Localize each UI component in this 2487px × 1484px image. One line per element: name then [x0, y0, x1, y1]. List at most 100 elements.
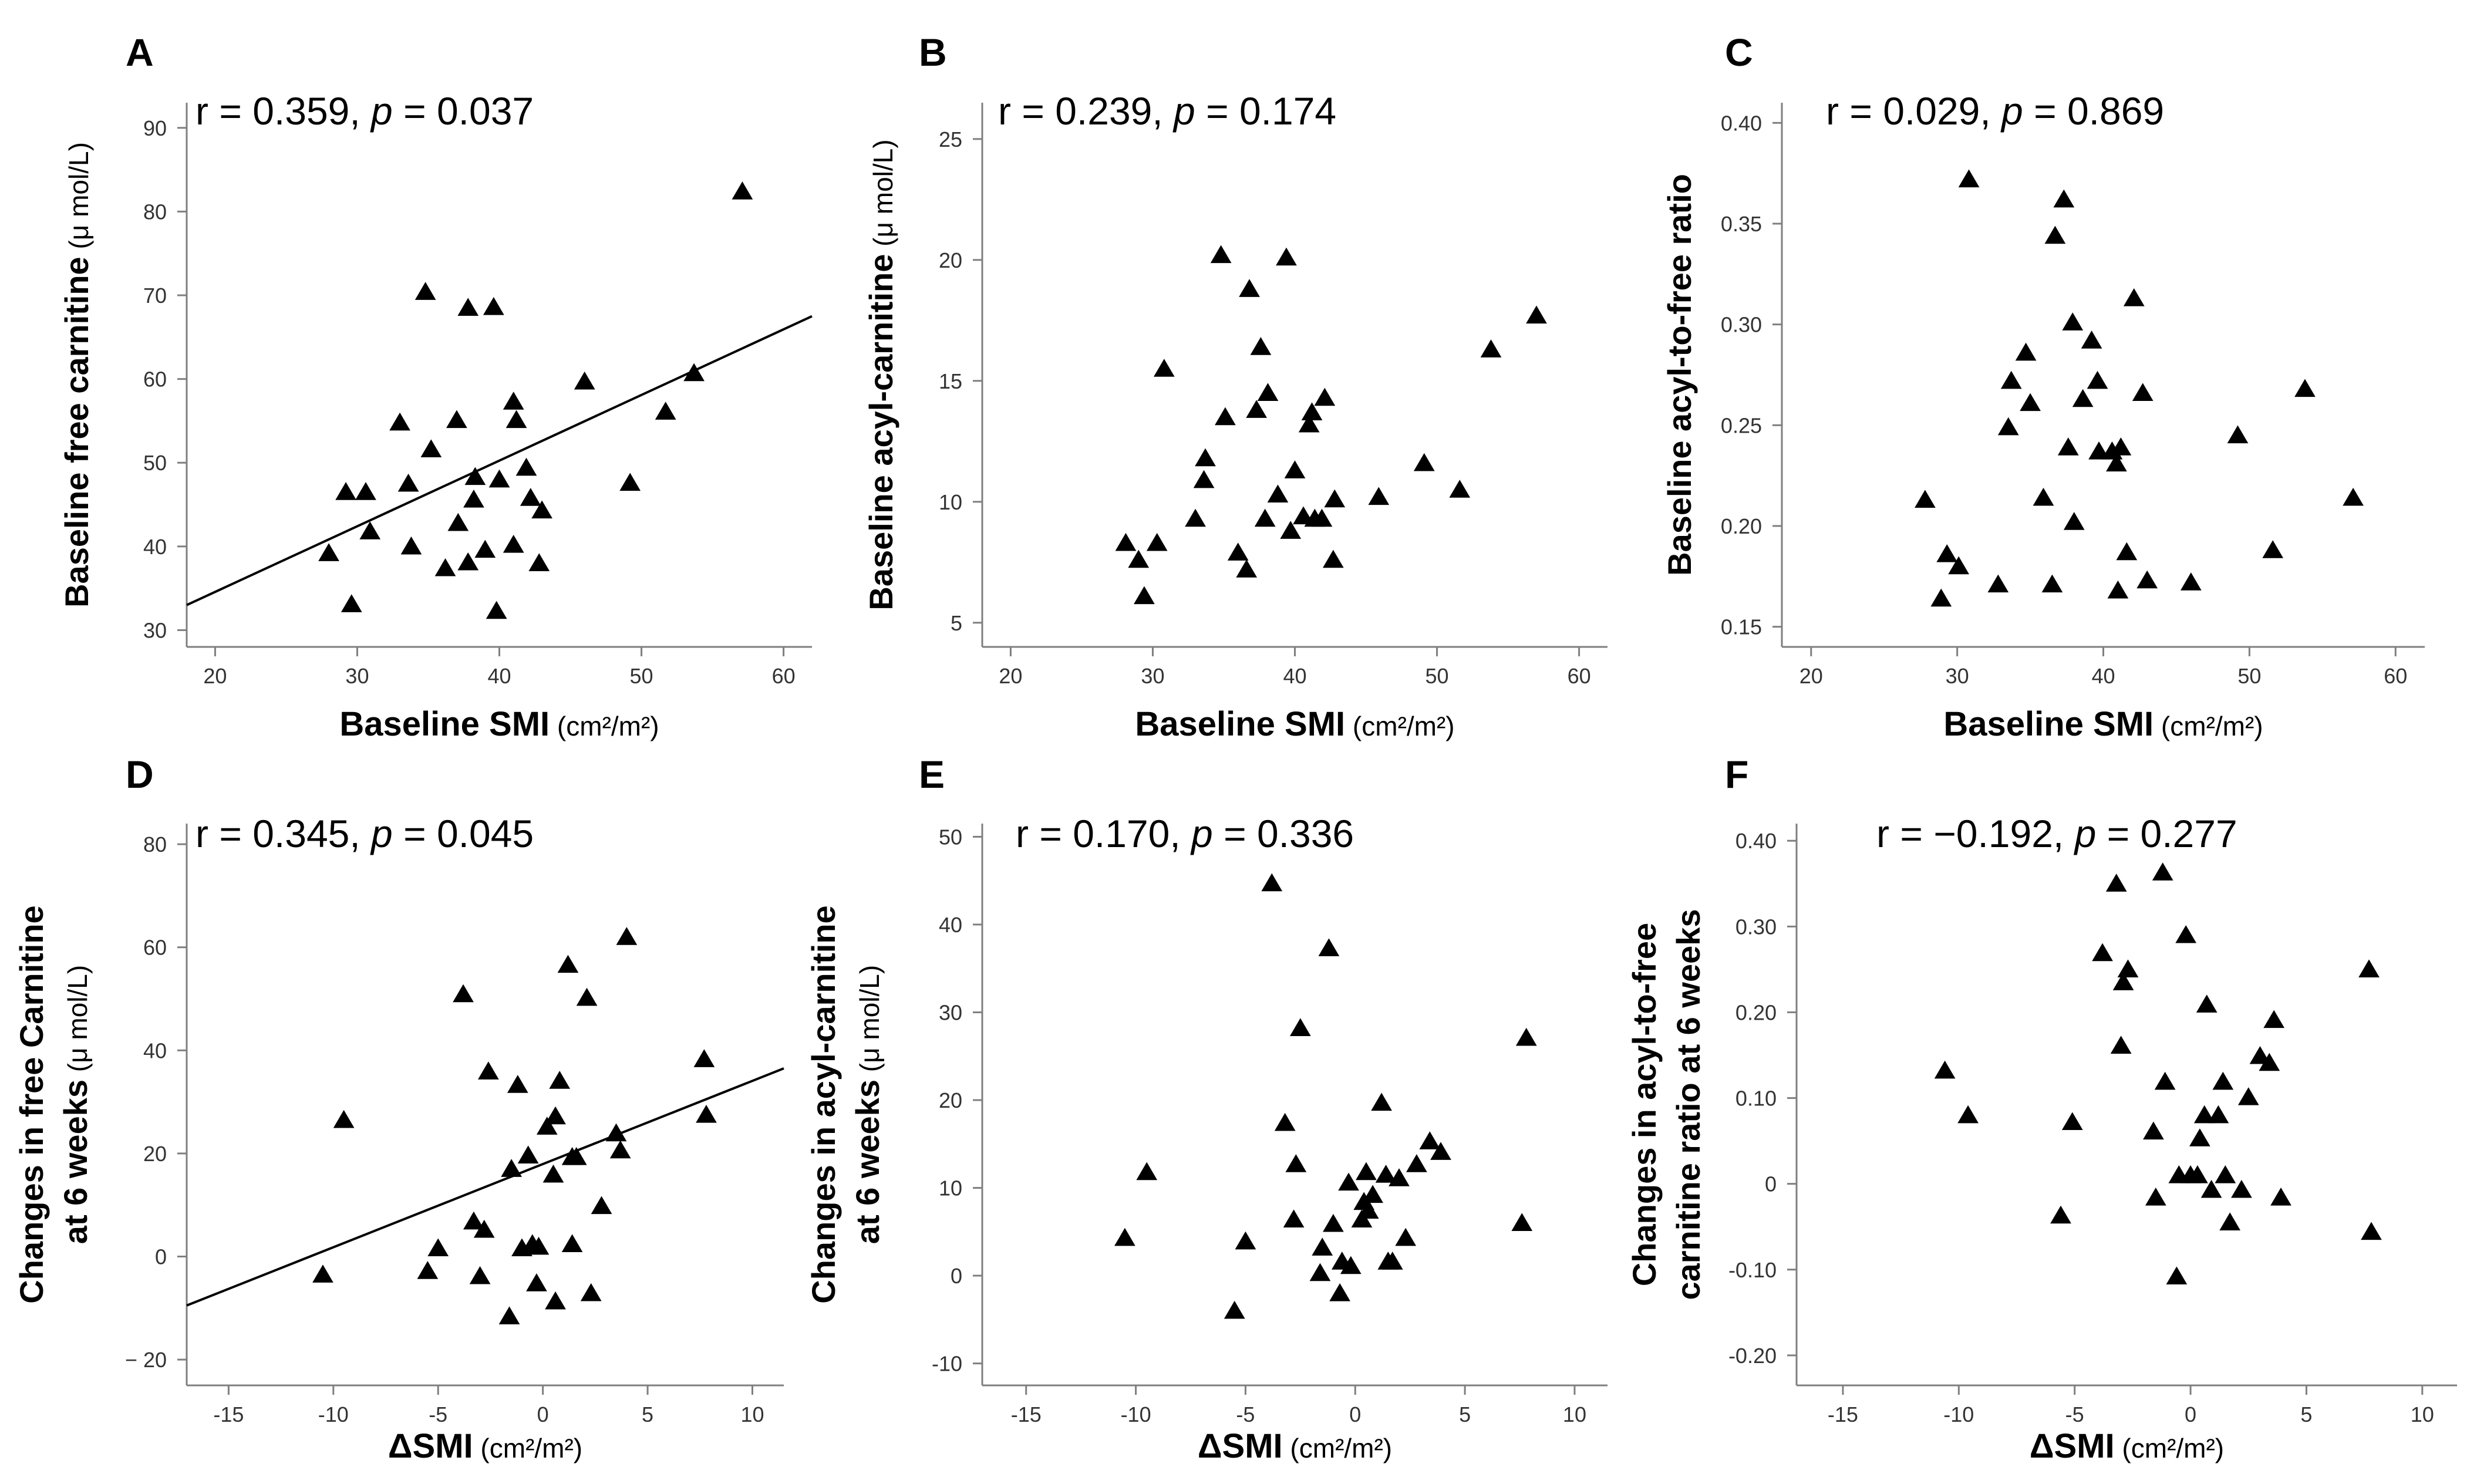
data-point: [1515, 1027, 1537, 1046]
data-point: [1261, 873, 1283, 892]
data-point: [359, 521, 381, 539]
data-point: [1274, 1112, 1296, 1131]
data-point: [447, 512, 469, 531]
data-point: [1257, 383, 1279, 401]
regression-line-a: [186, 315, 813, 606]
data-point: [732, 181, 753, 200]
data-point: [1511, 1213, 1533, 1231]
data-point: [434, 558, 456, 576]
y-axis-label-d: Changes in free Carnitine: [13, 905, 50, 1303]
y-tick-label: 20: [143, 1142, 167, 1166]
x-tick-label: 40: [1283, 664, 1306, 688]
data-point: [464, 467, 486, 485]
data-point: [1449, 480, 1471, 498]
data-point: [1368, 487, 1390, 505]
data-point: [2053, 189, 2075, 208]
correlation-annotation-e: r = 0.170, p = 0.336: [1016, 812, 1354, 855]
data-point: [565, 1147, 587, 1165]
data-point: [683, 363, 705, 382]
y-tick-label: 10: [939, 1176, 962, 1200]
x-axis-label-f: ΔSMI (cm²/m²): [2030, 1427, 2224, 1465]
data-point: [2358, 959, 2380, 977]
data-point: [417, 1261, 439, 1279]
data-point: [2219, 1212, 2241, 1230]
data-point: [1915, 490, 1936, 508]
data-point: [498, 1306, 520, 1324]
y-axis-label-c: Baseline acyl-to-free ratio: [1661, 174, 1698, 576]
data-point: [318, 543, 339, 561]
data-point: [591, 1196, 612, 1215]
data-point: [2249, 1045, 2271, 1064]
data-point: [549, 1071, 571, 1089]
data-point: [2231, 1179, 2252, 1198]
data-point: [2270, 1188, 2291, 1206]
data-point: [1314, 387, 1336, 406]
chart-panel-c: 20 30 40 50 60 0.15 0.20 0.25 0.30 0.35 0.40 Cr = 0…: [1661, 31, 2425, 743]
data-point: [335, 482, 356, 500]
data-point: [2000, 370, 2022, 389]
data-point: [1134, 586, 1155, 605]
data-point: [693, 1049, 715, 1067]
y-tick-label: 30: [939, 1000, 962, 1024]
y-tick-label: 90: [143, 116, 167, 140]
x-tick-label: -10: [1121, 1402, 1151, 1426]
data-point: [1329, 1283, 1350, 1301]
data-point: [1987, 574, 2009, 593]
data-point: [1250, 337, 1272, 355]
data-point: [2262, 540, 2284, 558]
data-point: [1301, 402, 1323, 420]
data-point: [1419, 1131, 1441, 1149]
y-tick-label: 0.40: [1721, 111, 1762, 135]
y-tick-label: 0.20: [1721, 514, 1762, 538]
x-tick-label: -15: [1011, 1402, 1042, 1426]
x-tick-label: 0: [2185, 1402, 2196, 1426]
data-point: [2200, 1179, 2222, 1198]
y-tick-label: 50: [143, 451, 167, 475]
data-point: [2088, 441, 2109, 460]
data-point: [1362, 1185, 1384, 1203]
data-point: [1280, 521, 1302, 539]
data-point: [557, 955, 579, 973]
data-point: [1210, 245, 1232, 264]
y-axis-label-b: Baseline acyl-carnitine (μ mol/L): [862, 139, 899, 610]
data-point: [1957, 1105, 1979, 1124]
data-point: [2112, 972, 2134, 990]
x-tick-label: 20: [999, 664, 1022, 688]
data-point: [1389, 1168, 1410, 1186]
data-point: [2212, 1071, 2234, 1090]
data-point: [1115, 532, 1137, 551]
chart-panel-e: -15 -10 -5 0 5 10 -10 0 10 20 30 40 50 Er = 0.170, p …: [805, 753, 1608, 1465]
y-tick-label: 10: [939, 490, 962, 514]
data-point: [515, 457, 537, 476]
data-point: [503, 535, 524, 553]
data-point: [2072, 389, 2094, 407]
data-point: [2189, 1128, 2210, 1146]
data-point: [1375, 1165, 1397, 1183]
data-point: [2106, 453, 2127, 472]
data-point: [400, 536, 422, 555]
data-point: [1381, 1252, 1403, 1270]
y-tick-label: 0.20: [1735, 1000, 1777, 1024]
data-point: [1309, 1263, 1331, 1281]
data-point: [1146, 532, 1168, 551]
data-point: [1958, 169, 1980, 188]
data-point: [355, 482, 376, 500]
panel-letter-e: E: [919, 753, 945, 796]
data-point: [517, 1145, 539, 1164]
data-point: [619, 473, 641, 491]
data-point: [1356, 1162, 1377, 1181]
x-tick-label: -5: [2065, 1402, 2084, 1426]
data-point: [341, 594, 362, 612]
data-point: [1239, 279, 1260, 297]
data-point: [1267, 484, 1289, 503]
data-point: [1323, 549, 1344, 568]
data-point: [2294, 379, 2316, 397]
x-tick-label: 10: [1563, 1402, 1586, 1426]
y-tick-label: 40: [939, 913, 962, 937]
data-point: [576, 987, 598, 1006]
data-point: [536, 1117, 558, 1135]
data-point: [2136, 570, 2158, 589]
data-point: [2062, 312, 2084, 330]
y-tick-label: 40: [143, 535, 167, 559]
data-point: [420, 439, 442, 458]
